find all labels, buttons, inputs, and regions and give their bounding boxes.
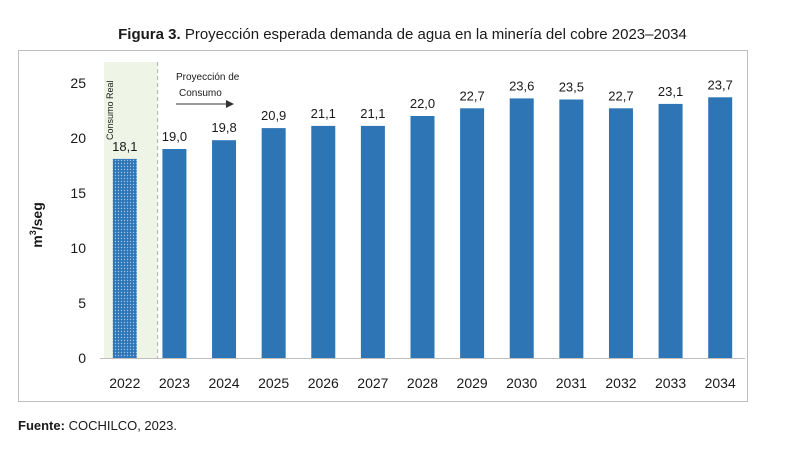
bar-2033 [658,103,683,359]
bar-2029 [460,108,485,358]
bars [112,97,733,359]
bar-2030 [509,98,534,359]
value-label-2024: 19,8 [211,120,236,135]
x-tick-label-2031: 2031 [556,375,587,391]
y-tick-label: 5 [78,295,86,311]
y-axis-label-base: m [29,235,45,247]
y-axis-ticks: 0 5 10 15 20 25 [70,75,86,366]
bar-2026 [311,125,336,359]
source-note: Fuente: COCHILCO, 2023. [18,418,177,433]
x-tick-label-2030: 2030 [506,375,537,391]
y-tick-label: 10 [70,240,86,256]
source-label: Fuente: [18,418,65,433]
value-label-2034: 23,7 [708,77,733,92]
bar-2022 [112,158,137,358]
x-tick-label-2034: 2034 [705,375,736,391]
source-text: COCHILCO, 2023. [68,418,177,433]
y-axis-label: m3/seg [28,202,45,247]
value-label-2032: 22,7 [608,88,633,103]
x-tick-label-2025: 2025 [258,375,289,391]
x-tick-label-2026: 2026 [308,375,339,391]
x-tick-label-2029: 2029 [457,375,488,391]
figure-title-text: Proyección esperada demanda de agua en l… [184,26,687,43]
x-tick-label-2028: 2028 [407,375,438,391]
x-axis-ticks: 2022 2023 2024 2025 2026 2027 2028 2029 2030 2031… [109,375,736,391]
bar-2024 [212,140,237,358]
y-tick-label: 25 [70,75,86,91]
projection-arrow [176,100,234,108]
value-label-2023: 19,0 [162,129,187,144]
y-axis-label-rest: /seg [29,202,45,230]
x-tick-label-2032: 2032 [605,375,636,391]
y-axis-label-superscript: 3 [28,230,38,235]
value-label-2025: 20,9 [261,108,286,123]
bar-2025 [261,128,286,358]
value-label-2028: 22,0 [410,96,435,111]
value-label-2031: 23,5 [559,80,584,95]
chart-frame [18,50,748,402]
value-labels: 18,1 19,0 19,8 20,9 21,1 21,1 22,0 22,7 23,6 23,5… [112,77,733,154]
bar-2028 [410,116,435,358]
value-label-2027: 21,1 [360,106,385,121]
x-tick-label-2023: 2023 [159,375,190,391]
x-tick-label-2027: 2027 [357,375,388,391]
figure-number: Figura 3. [118,26,181,43]
x-tick-label-2022: 2022 [109,375,140,391]
figure-title: Figura 3. Proyección esperada demanda de… [0,26,805,43]
x-tick-label-2024: 2024 [208,375,239,391]
value-label-2030: 23,6 [509,78,534,93]
bar-2027 [360,125,385,359]
projection-label-line2: Consumo [179,88,222,99]
x-tick-label-2033: 2033 [655,375,686,391]
y-tick-label: 20 [70,130,86,146]
bar-2034 [708,97,733,359]
bar-2031 [559,99,584,358]
projection-label-line1: Proyección de [176,72,240,83]
y-tick-label: 0 [78,350,86,366]
y-tick-label: 15 [70,185,86,201]
real-consumption-label: Consumo Real [105,80,115,140]
value-label-2029: 22,7 [459,88,484,103]
value-label-2033: 23,1 [658,84,683,99]
value-label-2026: 21,1 [311,106,336,121]
bar-2023 [162,149,187,358]
value-label-2022: 18,1 [112,139,137,154]
bar-2032 [608,108,633,358]
